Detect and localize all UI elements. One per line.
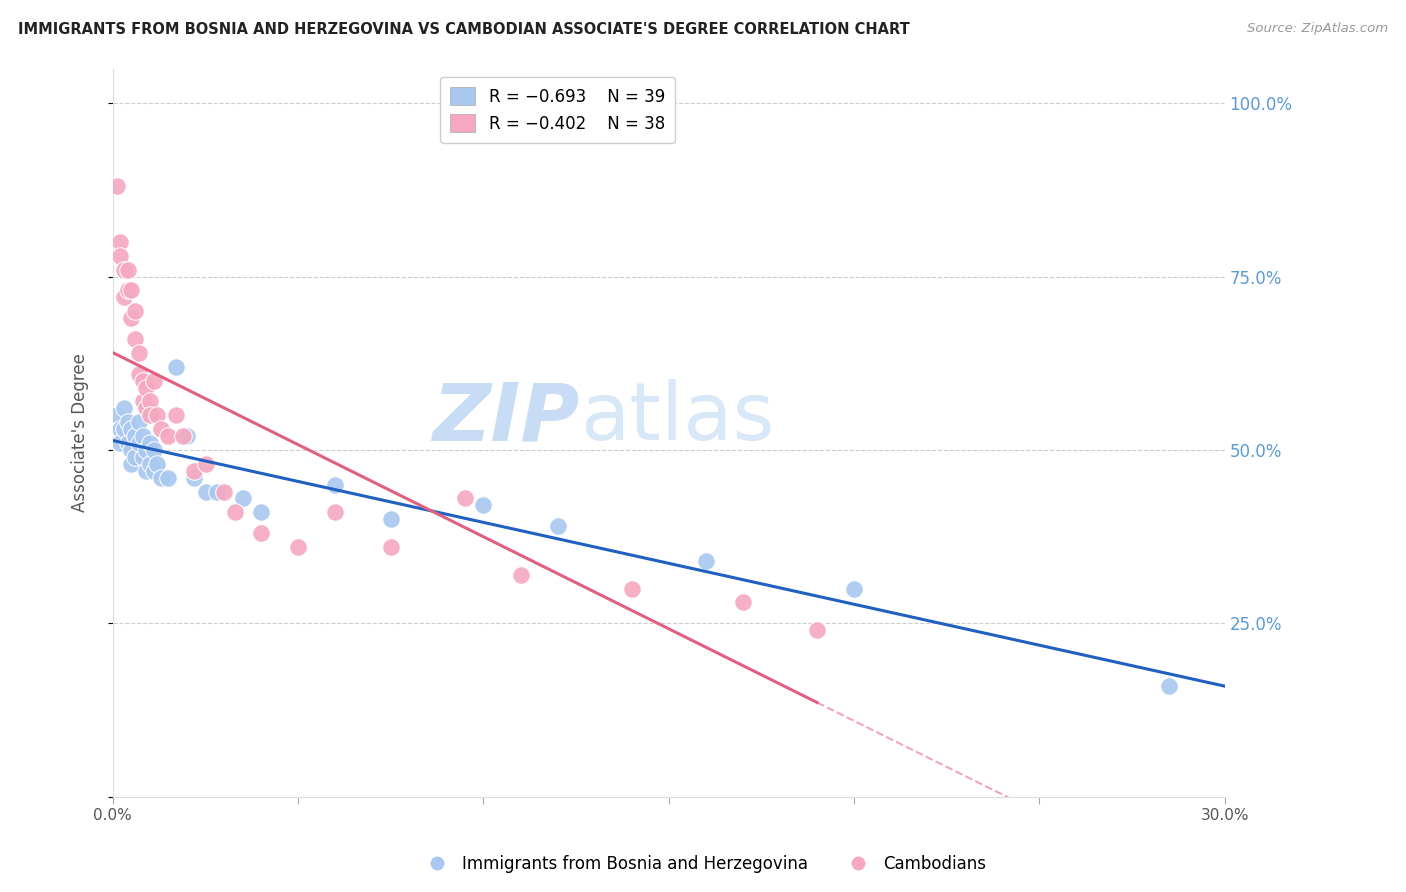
- Point: [128, 367, 150, 381]
- Point: [112, 290, 135, 304]
- Point: [547, 519, 569, 533]
- Point: [472, 499, 495, 513]
- Text: ZIP: ZIP: [433, 379, 579, 457]
- Point: [120, 422, 142, 436]
- Point: [117, 262, 139, 277]
- Point: [128, 415, 150, 429]
- Point: [110, 249, 132, 263]
- Point: [110, 436, 132, 450]
- Point: [117, 415, 139, 429]
- Point: [139, 457, 162, 471]
- Point: [150, 471, 173, 485]
- Point: [146, 409, 169, 423]
- Point: [120, 442, 142, 457]
- Point: [509, 567, 531, 582]
- Point: [135, 380, 157, 394]
- Point: [205, 484, 228, 499]
- Point: [172, 429, 194, 443]
- Point: [135, 464, 157, 478]
- Point: [110, 422, 132, 436]
- Point: [806, 624, 828, 638]
- Legend: R = −0.693    N = 39, R = −0.402    N = 38: R = −0.693 N = 39, R = −0.402 N = 38: [440, 77, 675, 143]
- Point: [120, 311, 142, 326]
- Point: [157, 471, 180, 485]
- Point: [224, 505, 246, 519]
- Point: [135, 442, 157, 457]
- Point: [146, 457, 169, 471]
- Point: [695, 554, 717, 568]
- Point: [124, 429, 146, 443]
- Point: [287, 540, 309, 554]
- Point: [731, 595, 754, 609]
- Point: [110, 235, 132, 249]
- Point: [124, 304, 146, 318]
- Point: [135, 401, 157, 416]
- Point: [183, 471, 205, 485]
- Text: atlas: atlas: [579, 379, 775, 457]
- Point: [176, 429, 198, 443]
- Point: [120, 457, 142, 471]
- Point: [142, 374, 165, 388]
- Point: [128, 436, 150, 450]
- Point: [117, 436, 139, 450]
- Point: [454, 491, 477, 506]
- Point: [165, 409, 187, 423]
- Point: [120, 284, 142, 298]
- Text: Source: ZipAtlas.com: Source: ZipAtlas.com: [1247, 22, 1388, 36]
- Legend: Immigrants from Bosnia and Herzegovina, Cambodians: Immigrants from Bosnia and Herzegovina, …: [413, 848, 993, 880]
- Point: [131, 429, 153, 443]
- Point: [112, 262, 135, 277]
- Point: [139, 394, 162, 409]
- Point: [131, 394, 153, 409]
- Point: [842, 582, 865, 596]
- Point: [128, 346, 150, 360]
- Point: [620, 582, 643, 596]
- Point: [165, 359, 187, 374]
- Point: [150, 422, 173, 436]
- Point: [194, 484, 217, 499]
- Point: [194, 457, 217, 471]
- Point: [131, 374, 153, 388]
- Point: [380, 512, 402, 526]
- Point: [105, 409, 128, 423]
- Point: [157, 429, 180, 443]
- Point: [142, 442, 165, 457]
- Y-axis label: Associate's Degree: Associate's Degree: [72, 353, 89, 512]
- Point: [124, 332, 146, 346]
- Point: [323, 477, 346, 491]
- Point: [142, 464, 165, 478]
- Point: [380, 540, 402, 554]
- Point: [250, 505, 273, 519]
- Point: [117, 284, 139, 298]
- Point: [139, 409, 162, 423]
- Point: [250, 526, 273, 541]
- Point: [112, 422, 135, 436]
- Point: [124, 450, 146, 464]
- Point: [112, 401, 135, 416]
- Point: [212, 484, 235, 499]
- Point: [105, 179, 128, 194]
- Point: [139, 436, 162, 450]
- Text: IMMIGRANTS FROM BOSNIA AND HERZEGOVINA VS CAMBODIAN ASSOCIATE'S DEGREE CORRELATI: IMMIGRANTS FROM BOSNIA AND HERZEGOVINA V…: [18, 22, 910, 37]
- Point: [1159, 679, 1181, 693]
- Point: [131, 450, 153, 464]
- Point: [323, 505, 346, 519]
- Point: [183, 464, 205, 478]
- Point: [232, 491, 254, 506]
